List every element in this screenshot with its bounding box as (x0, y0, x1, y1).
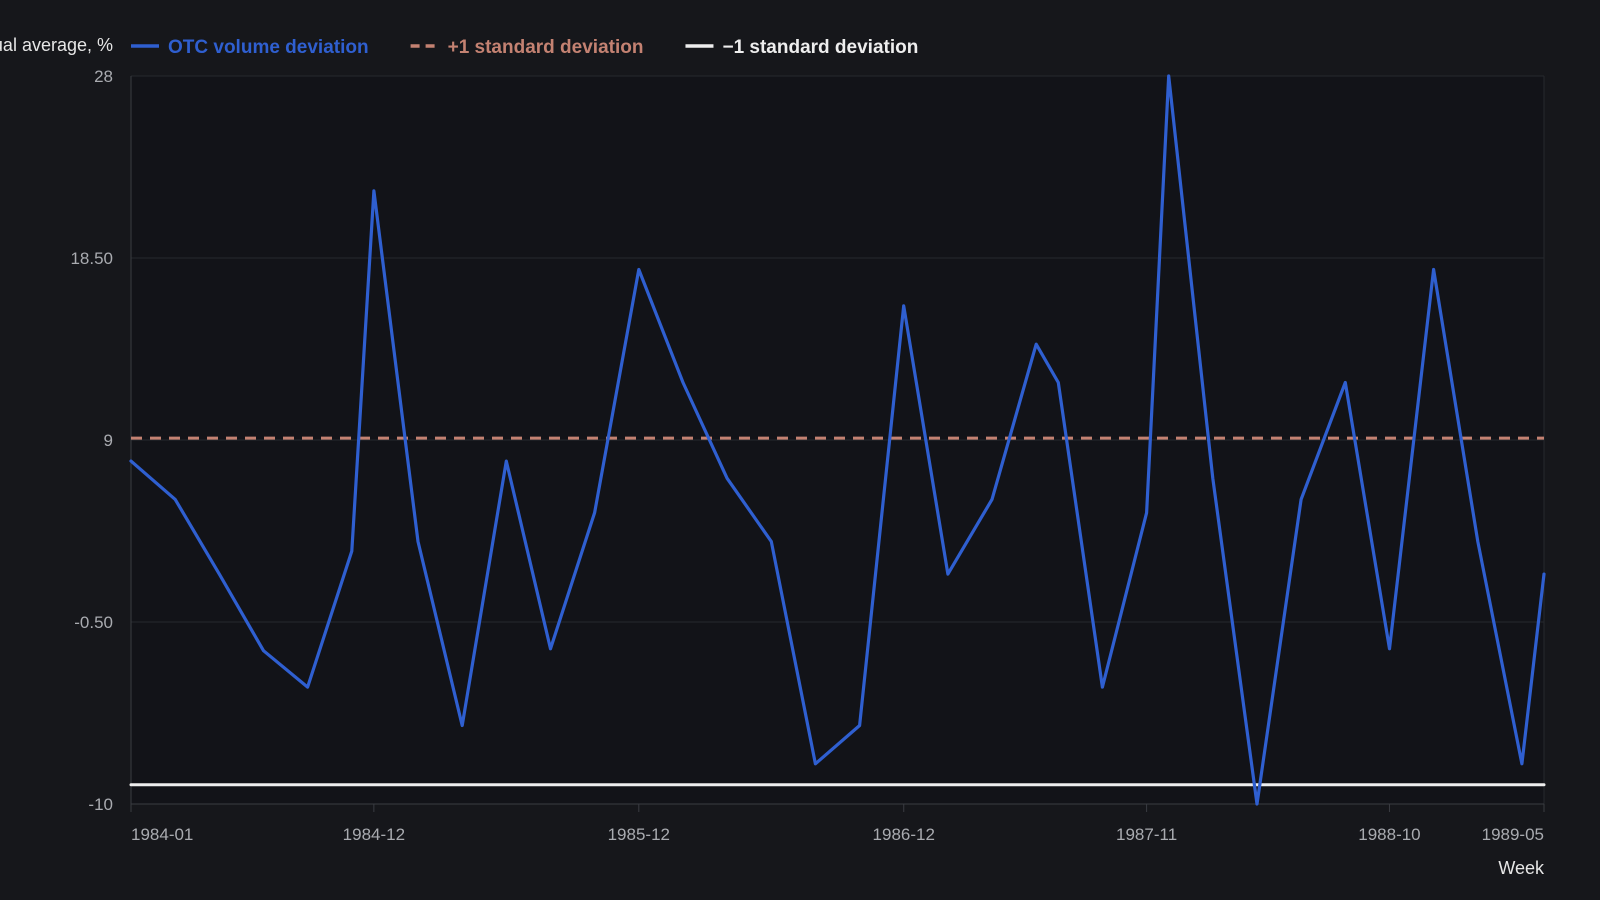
y-tick-label: 28 (94, 67, 113, 86)
y-tick-label: -0.50 (74, 613, 113, 632)
x-tick-label: 1984-12 (343, 825, 405, 844)
legend-label-1: +1 standard deviation (448, 37, 644, 58)
x-axis-label: Week (1498, 858, 1545, 878)
y-tick-label: -10 (88, 795, 113, 814)
x-tick-label: 1989-05 (1482, 825, 1544, 844)
y-axis-label: Deviation from annual average, % (0, 35, 113, 55)
x-tick-label: 1988-10 (1358, 825, 1420, 844)
series-layer (129, 74, 1546, 806)
y-axis-ticks: 28 18.50 9 -0.50 -10 (70, 67, 113, 814)
y-tick-label: 18.50 (70, 249, 113, 268)
x-axis-ticks: 1984-01 1984-12 1985-12 1986-12 1987-11 1988-… (130, 804, 1545, 844)
x-tick-label: 1986-12 (873, 825, 935, 844)
series-line-0 (129, 74, 1546, 806)
x-tick-label: 1985-12 (608, 825, 670, 844)
legend: OTC volume deviation +1 standard deviatio… (131, 37, 918, 58)
x-tick-label: 1987-11 (1116, 825, 1177, 844)
legend-label-2: −1 standard deviation (722, 37, 918, 58)
x-tick-label: 1984-01 (131, 825, 193, 844)
legend-label-0: OTC volume deviation (168, 37, 369, 58)
axes (130, 76, 1545, 805)
y-tick-label: 9 (104, 431, 113, 450)
